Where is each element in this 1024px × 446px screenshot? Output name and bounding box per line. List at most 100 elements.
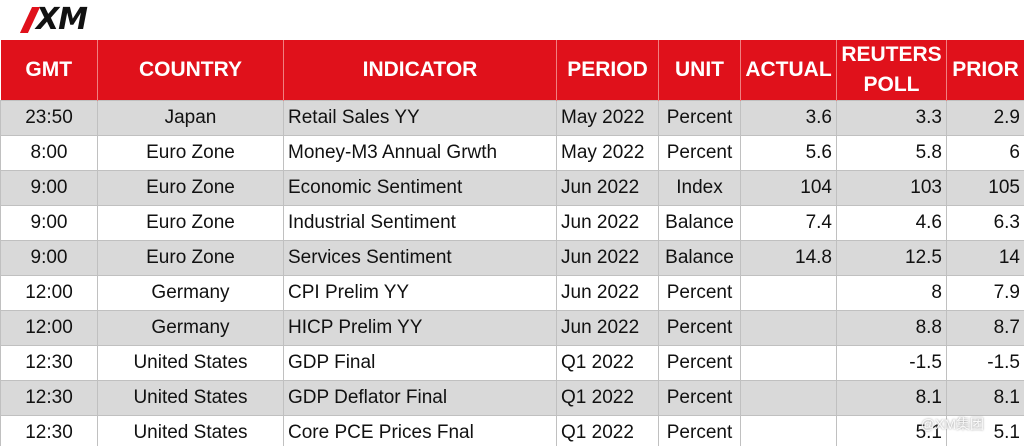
header-cell: PRIOR: [946, 40, 1024, 101]
table-cell: Jun 2022: [556, 310, 659, 346]
header-cell: REUTERS POLL: [836, 40, 947, 101]
table-cell: -1.5: [946, 345, 1024, 381]
table-cell: Euro Zone: [97, 135, 284, 171]
table-cell: Percent: [658, 415, 741, 446]
table-row: 12:30 United States Core PCE Prices Fnal Q1…: [0, 415, 1024, 446]
header-cell: COUNTRY: [97, 40, 284, 101]
header-cell: GMT: [0, 40, 98, 101]
table-cell: 8.1: [836, 380, 947, 416]
table-cell: Jun 2022: [556, 240, 659, 276]
table-cell: Percent: [658, 100, 741, 136]
table-cell: Percent: [658, 380, 741, 416]
table-cell: 12.5: [836, 240, 947, 276]
table-cell: [740, 380, 837, 416]
table-cell: 7.4: [740, 205, 837, 241]
table-cell: 4.6: [836, 205, 947, 241]
table-row: 8:00 Euro Zone Money-M3 Annual Grwth May 20…: [0, 135, 1024, 171]
table-cell: [740, 345, 837, 381]
table-row: 9:00 Euro Zone Services Sentiment Jun 2022 B…: [0, 240, 1024, 276]
watermark: @XM集团: [920, 416, 984, 432]
table-cell: 12:30: [0, 415, 98, 446]
table-cell: 14: [946, 240, 1024, 276]
table-cell: [740, 310, 837, 346]
table-row: 12:30 United States GDP Final Q1 2022 Percen…: [0, 345, 1024, 381]
table-cell: Retail Sales YY: [283, 100, 557, 136]
table-cell: United States: [97, 380, 284, 416]
table-cell: May 2022: [556, 100, 659, 136]
table-row: 9:00 Euro Zone Industrial Sentiment Jun 202…: [0, 205, 1024, 241]
table-cell: 105: [946, 170, 1024, 206]
calendar-table: GMT COUNTRY INDICATOR PERIOD UNIT ACTUAL REUTE…: [0, 40, 1024, 446]
table-cell: Jun 2022: [556, 275, 659, 311]
table-cell: Percent: [658, 275, 741, 311]
logo: XM: [26, 2, 88, 38]
table-cell: Percent: [658, 310, 741, 346]
table-cell: 6.3: [946, 205, 1024, 241]
table-cell: United States: [97, 415, 284, 446]
table-cell: 12:00: [0, 310, 98, 346]
table-cell: -1.5: [836, 345, 947, 381]
table-cell: Balance: [658, 205, 741, 241]
table-cell: [740, 275, 837, 311]
table-cell: 2.9: [946, 100, 1024, 136]
table-cell: Money-M3 Annual Grwth: [283, 135, 557, 171]
table-cell: United States: [97, 345, 284, 381]
table-cell: 5.6: [740, 135, 837, 171]
header-cell: PERIOD: [556, 40, 659, 101]
table-cell: Jun 2022: [556, 170, 659, 206]
table-cell: Percent: [658, 345, 741, 381]
table-cell: 3.6: [740, 100, 837, 136]
table-cell: Economic Sentiment: [283, 170, 557, 206]
table-row: 12:00 Germany CPI Prelim YY Jun 2022 Percent…: [0, 275, 1024, 311]
table-cell: 9:00: [0, 205, 98, 241]
table-cell: 5.1: [946, 415, 1024, 446]
table-cell: 8.1: [946, 380, 1024, 416]
header-cell: INDICATOR: [283, 40, 557, 101]
table-cell: Industrial Sentiment: [283, 205, 557, 241]
table-cell: 23:50: [0, 100, 98, 136]
table-cell: 12:30: [0, 345, 98, 381]
table-cell: Japan: [97, 100, 284, 136]
table-cell: 14.8: [740, 240, 837, 276]
table-cell: 7.9: [946, 275, 1024, 311]
table-cell: 8.7: [946, 310, 1024, 346]
table-cell: Jun 2022: [556, 205, 659, 241]
table-row: 23:50 Japan Retail Sales YY May 2022 Percent…: [0, 100, 1024, 136]
table-cell: 5.1: [836, 415, 947, 446]
table-cell: Germany: [97, 310, 284, 346]
table-cell: 8: [836, 275, 947, 311]
table-cell: 12:00: [0, 275, 98, 311]
table-cell: Euro Zone: [97, 205, 284, 241]
table-cell: May 2022: [556, 135, 659, 171]
table-cell: 6: [946, 135, 1024, 171]
table-cell: 3.3: [836, 100, 947, 136]
table-cell: Q1 2022: [556, 345, 659, 381]
table-cell: GDP Deflator Final: [283, 380, 557, 416]
table-cell: GDP Final: [283, 345, 557, 381]
table-cell: [740, 415, 837, 446]
header-cell: ACTUAL: [740, 40, 837, 101]
table-cell: CPI Prelim YY: [283, 275, 557, 311]
table-body: 23:50 Japan Retail Sales YY May 2022 Percent…: [0, 100, 1024, 446]
table-cell: Percent: [658, 135, 741, 171]
table-cell: 12:30: [0, 380, 98, 416]
table-cell: Balance: [658, 240, 741, 276]
table-row: 9:00 Euro Zone Economic Sentiment Jun 2022 I…: [0, 170, 1024, 206]
table-cell: Euro Zone: [97, 240, 284, 276]
table-cell: Core PCE Prices Fnal: [283, 415, 557, 446]
table-cell: 9:00: [0, 240, 98, 276]
table-cell: Germany: [97, 275, 284, 311]
table-cell: 103: [836, 170, 947, 206]
table-row: 12:30 United States GDP Deflator Final Q1 2…: [0, 380, 1024, 416]
table-row: 12:00 Germany HICP Prelim YY Jun 2022 Percen…: [0, 310, 1024, 346]
table-cell: 9:00: [0, 170, 98, 206]
table-cell: Q1 2022: [556, 415, 659, 446]
table-cell: 104: [740, 170, 837, 206]
table-cell: 5.8: [836, 135, 947, 171]
table-cell: Q1 2022: [556, 380, 659, 416]
table-cell: Index: [658, 170, 741, 206]
table-cell: 8.8: [836, 310, 947, 346]
table-cell: HICP Prelim YY: [283, 310, 557, 346]
table-cell: Services Sentiment: [283, 240, 557, 276]
